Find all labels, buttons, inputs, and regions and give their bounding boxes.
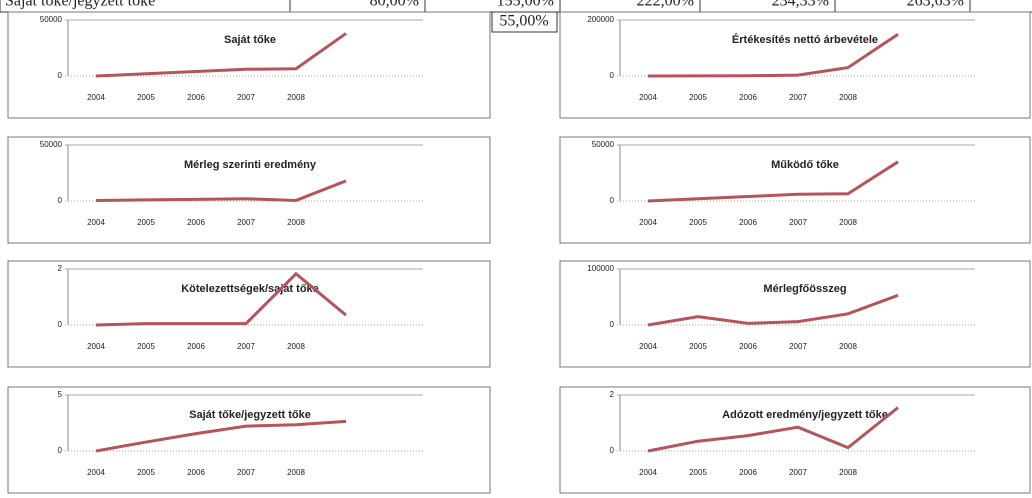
chart-title: Mérleg szerinti eredmény [184, 159, 317, 171]
x-tick-label: 2008 [839, 468, 857, 477]
x-tick-label: 2004 [639, 218, 657, 227]
x-tick-label: 2007 [237, 93, 255, 102]
x-tick-label: 2008 [287, 218, 305, 227]
y-tick-label: 50000 [592, 140, 615, 149]
chart-title: Értékesítés nettó árbevétele [732, 33, 878, 46]
x-tick-label: 2006 [187, 93, 205, 102]
data-line [95, 179, 347, 202]
chart-frame [559, 386, 1031, 494]
chart-title: Saját tőke [224, 34, 276, 46]
data-line [95, 271, 347, 327]
x-tick-label: 2007 [789, 93, 807, 102]
x-tick-label: 2005 [137, 218, 155, 227]
x-tick-label: 2008 [287, 342, 305, 351]
x-tick-label: 2004 [87, 342, 105, 351]
chart-frame [7, 260, 491, 368]
y-tick-label: 0 [58, 71, 63, 80]
y-tick-label: 0 [610, 71, 615, 80]
x-tick-label: 2004 [639, 342, 657, 351]
y-tick-label: 5 [58, 390, 63, 399]
x-tick-label: 2008 [839, 342, 857, 351]
y-tick-label: 200000 [587, 15, 614, 24]
chart-frame [559, 11, 1031, 119]
x-tick-label: 2006 [739, 342, 757, 351]
cell-value: 155,00% [497, 0, 554, 10]
chart-title: Saját tőke/jegyzett tőke [189, 409, 311, 421]
data-line [647, 160, 899, 203]
y-tick-label: 0 [58, 320, 63, 329]
cell-value: 263,63% [907, 0, 964, 10]
data-line [647, 293, 899, 327]
x-tick-label: 2007 [789, 468, 807, 477]
x-tick-label: 2006 [739, 468, 757, 477]
chart-title: Mérlegfőösszeg [763, 283, 846, 295]
data-line [647, 406, 899, 453]
chart-title: Működő tőke [771, 159, 839, 171]
cell-value: 234,33% [772, 0, 829, 10]
x-tick-label: 2007 [237, 218, 255, 227]
x-tick-label: 2005 [689, 218, 707, 227]
x-tick-label: 2005 [689, 468, 707, 477]
x-tick-label: 2004 [639, 93, 657, 102]
cell-border [491, 11, 558, 33]
y-tick-label: 0 [610, 196, 615, 205]
y-tick-label: 0 [58, 196, 63, 205]
x-tick-label: 2007 [237, 342, 255, 351]
x-tick-label: 2006 [187, 218, 205, 227]
y-tick-label: 100000 [587, 264, 614, 273]
y-tick-label: 2 [610, 390, 615, 399]
x-tick-label: 2004 [87, 218, 105, 227]
chart-title: Adózott eredmény/jegyzett tőke [722, 409, 888, 421]
chart-frame [7, 11, 491, 119]
x-tick-label: 2008 [839, 93, 857, 102]
chart-title: Kötelezettségek/saját tőke [181, 283, 319, 295]
y-tick-label: 0 [610, 446, 615, 455]
x-tick-label: 2006 [739, 93, 757, 102]
x-tick-label: 2008 [839, 218, 857, 227]
x-tick-label: 2007 [789, 218, 807, 227]
x-tick-label: 2004 [87, 93, 105, 102]
y-tick-label: 2 [58, 264, 63, 273]
chart-frame [7, 386, 491, 494]
chart-frame [559, 136, 1031, 244]
y-tick-label: 0 [58, 446, 63, 455]
x-tick-label: 2006 [739, 218, 757, 227]
data-line [647, 33, 899, 78]
x-tick-label: 2005 [689, 342, 707, 351]
cell-value: 80,00% [370, 0, 419, 10]
y-tick-label: 50000 [40, 15, 63, 24]
data-line [95, 419, 347, 453]
y-tick-label: 0 [610, 320, 615, 329]
x-tick-label: 2005 [689, 93, 707, 102]
x-tick-label: 2004 [87, 468, 105, 477]
x-tick-label: 2007 [237, 468, 255, 477]
chart-frame [559, 260, 1031, 368]
data-line [95, 32, 347, 78]
row-label: Saját tőke/jegyzett tőke [5, 0, 155, 10]
x-tick-label: 2006 [187, 342, 205, 351]
x-tick-label: 2005 [137, 93, 155, 102]
x-tick-label: 2005 [137, 342, 155, 351]
x-tick-label: 2008 [287, 468, 305, 477]
chart-frame [7, 136, 491, 244]
x-tick-label: 2008 [287, 93, 305, 102]
y-tick-label: 50000 [40, 140, 63, 149]
cell-value: 222,00% [637, 0, 694, 10]
x-tick-label: 2006 [187, 468, 205, 477]
x-tick-label: 2005 [137, 468, 155, 477]
x-tick-label: 2004 [639, 468, 657, 477]
cell-value: 55,00% [499, 13, 548, 30]
x-tick-label: 2007 [789, 342, 807, 351]
